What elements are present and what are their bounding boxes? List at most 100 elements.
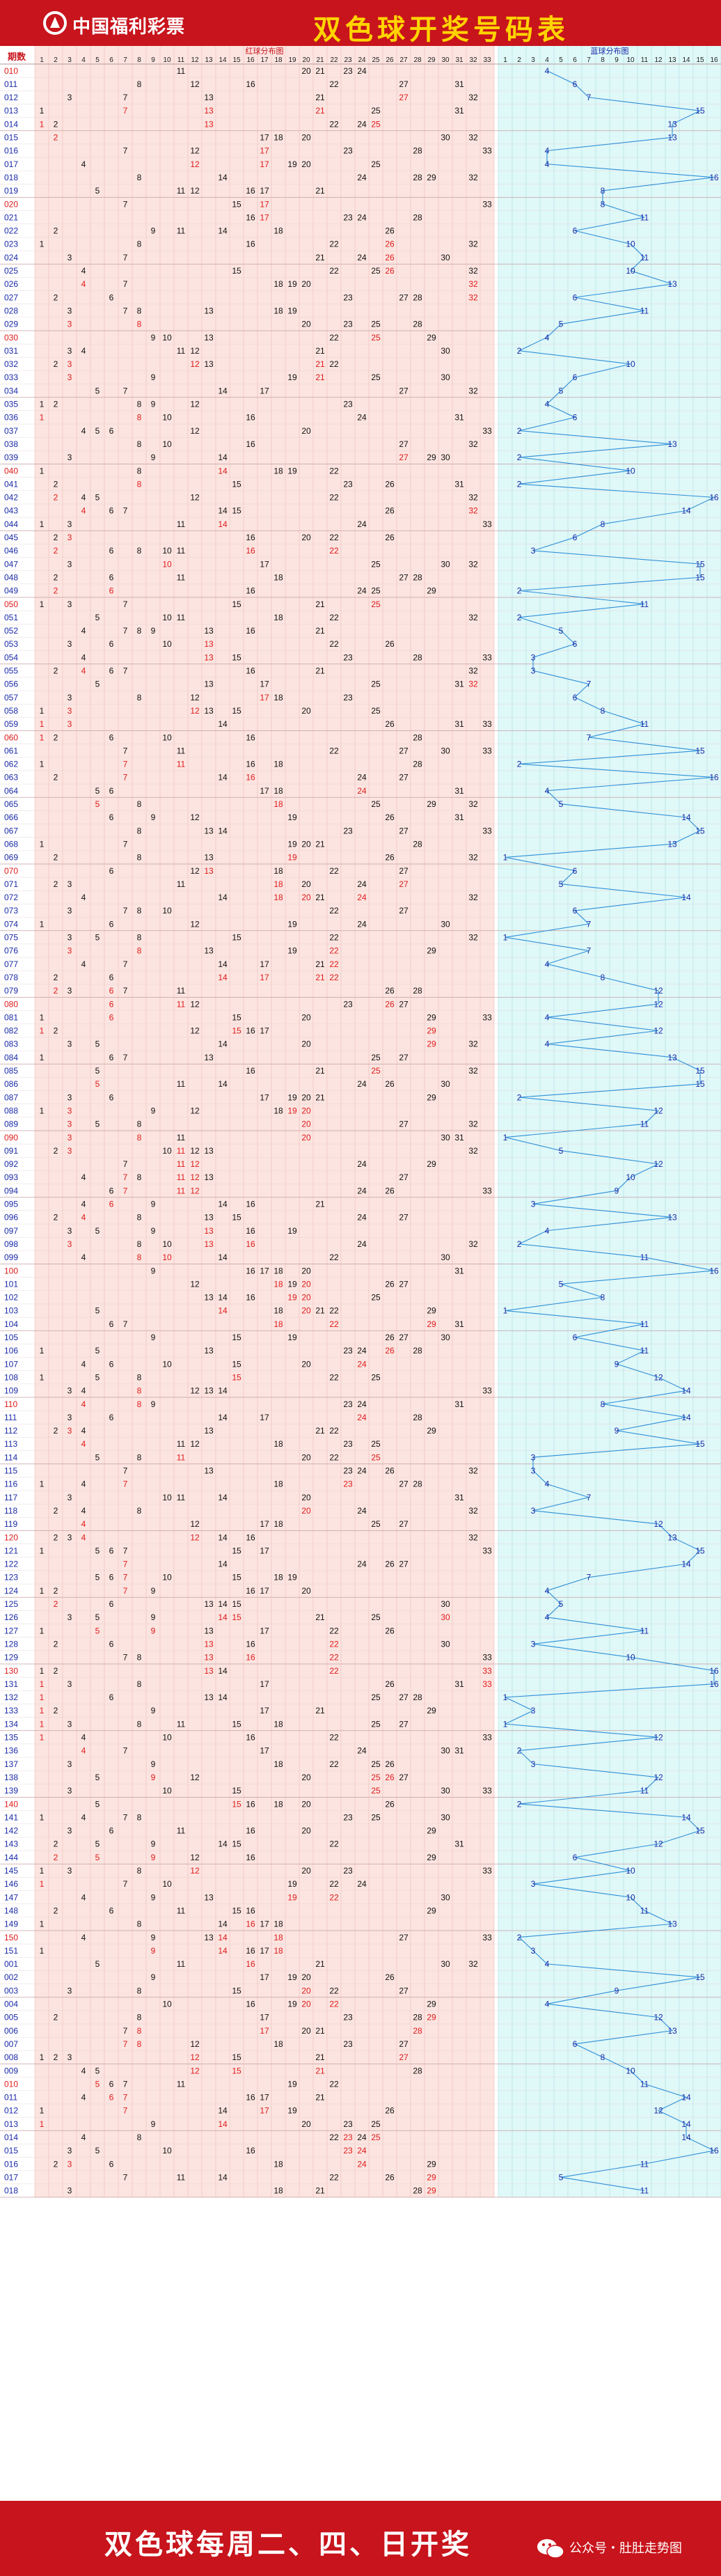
red-ball-number: 12 bbox=[190, 919, 200, 929]
red-ball-number: 24 bbox=[357, 1159, 367, 1169]
red-ball-number: 20 bbox=[301, 320, 311, 329]
blue-ball-number: 2 bbox=[517, 586, 522, 596]
red-ball-number: 14 bbox=[218, 1666, 228, 1676]
red-ball-number: 11 bbox=[177, 1959, 186, 1969]
red-ball-number: 17 bbox=[260, 386, 269, 395]
issue-number: 053 bbox=[4, 639, 18, 649]
red-ball-number: 19 bbox=[287, 159, 297, 169]
red-ball-number: 12 bbox=[190, 400, 200, 409]
red-ball-number: 22 bbox=[329, 1252, 339, 1262]
red-ball-number: 2 bbox=[54, 1146, 58, 1156]
red-ball-number: 22 bbox=[329, 266, 339, 276]
blue-ball-number: 5 bbox=[559, 2172, 564, 2182]
red-ball-number: 21 bbox=[315, 2066, 325, 2075]
red-ball-number: 32 bbox=[468, 1532, 478, 1542]
red-ball-number: 17 bbox=[260, 199, 269, 209]
red-ball-number: 13 bbox=[204, 1639, 214, 1649]
red-ball-number: 20 bbox=[301, 1293, 311, 1303]
red-ball-number: 20 bbox=[301, 1133, 311, 1142]
blue-ball-number: 15 bbox=[695, 1826, 705, 1836]
issue-number: 009 bbox=[4, 2066, 18, 2075]
red-ball-number: 14 bbox=[218, 973, 228, 982]
red-ball-number: 14 bbox=[218, 1919, 228, 1929]
red-column-header-24: 24 bbox=[358, 56, 366, 64]
red-ball-number: 22 bbox=[329, 1879, 339, 1889]
red-ball-number: 24 bbox=[357, 119, 367, 129]
red-ball-number: 15 bbox=[232, 599, 241, 609]
red-ball-number: 14 bbox=[218, 1946, 228, 1956]
red-ball-number: 33 bbox=[482, 652, 492, 662]
blue-ball-number: 14 bbox=[681, 1386, 691, 1396]
red-ball-number: 19 bbox=[287, 2106, 297, 2116]
blue-column-header-6: 6 bbox=[573, 56, 577, 64]
red-ball-number: 18 bbox=[274, 572, 283, 582]
red-ball-number: 4 bbox=[81, 959, 86, 969]
red-column-header-3: 3 bbox=[68, 56, 72, 64]
blue-ball-number: 4 bbox=[545, 333, 550, 343]
red-ball-number: 10 bbox=[162, 639, 172, 649]
red-ball-number: 18 bbox=[274, 279, 283, 289]
red-ball-number: 12 bbox=[190, 1279, 200, 1289]
blue-ball-number: 3 bbox=[531, 1706, 536, 1715]
red-ball-number: 20 bbox=[301, 2000, 311, 2009]
red-ball-number: 22 bbox=[329, 959, 339, 969]
red-ball-number: 11 bbox=[177, 66, 186, 76]
red-ball-number: 13 bbox=[204, 1146, 214, 1156]
blue-ball-number: 4 bbox=[545, 66, 550, 76]
red-ball-number: 6 bbox=[109, 1906, 114, 1915]
blue-ball-number: 16 bbox=[709, 2146, 719, 2155]
red-ball-number: 16 bbox=[246, 1066, 255, 1076]
red-ball-number: 8 bbox=[137, 1986, 142, 1995]
red-ball-number: 26 bbox=[385, 639, 395, 649]
issue-number: 149 bbox=[4, 1919, 18, 1929]
red-ball-number: 2 bbox=[54, 359, 58, 369]
red-ball-number: 25 bbox=[371, 706, 381, 716]
red-ball-number: 21 bbox=[315, 959, 325, 969]
red-ball-number: 22 bbox=[329, 493, 339, 503]
red-ball-number: 9 bbox=[151, 1586, 156, 1596]
red-ball-number: 10 bbox=[162, 1493, 172, 1502]
issue-number: 098 bbox=[4, 1239, 18, 1249]
issue-number: 044 bbox=[4, 519, 18, 529]
red-ball-number: 12 bbox=[190, 1853, 200, 1862]
red-ball-number: 9 bbox=[151, 1892, 156, 1902]
blue-ball-number: 1 bbox=[503, 1133, 508, 1142]
red-ball-number: 8 bbox=[137, 2039, 142, 2049]
blue-ball-number: 6 bbox=[573, 226, 578, 236]
red-ball-number: 2 bbox=[54, 133, 58, 143]
issue-number: 002 bbox=[4, 1972, 18, 1982]
issue-column-header: 期数 bbox=[8, 52, 26, 63]
blue-ball-number: 1 bbox=[503, 933, 508, 943]
red-ball-number: 22 bbox=[329, 1986, 339, 1995]
issue-number: 064 bbox=[4, 786, 18, 796]
red-ball-number: 16 bbox=[246, 212, 255, 222]
red-ball-number: 20 bbox=[301, 1106, 311, 1115]
issue-number: 068 bbox=[4, 839, 18, 849]
red-ball-number: 27 bbox=[399, 906, 409, 916]
red-ball-number: 12 bbox=[190, 1532, 200, 1542]
red-ball-number: 18 bbox=[274, 466, 283, 476]
issue-number: 016 bbox=[4, 146, 18, 156]
blue-ball-number: 15 bbox=[695, 1439, 705, 1449]
red-ball-number: 4 bbox=[81, 1426, 86, 1436]
red-ball-number: 14 bbox=[218, 1493, 228, 1502]
red-ball-number: 17 bbox=[260, 1266, 269, 1275]
issue-number: 013 bbox=[4, 106, 18, 116]
red-ball-number: 33 bbox=[482, 1666, 492, 1676]
red-ball-number: 29 bbox=[427, 1426, 436, 1436]
red-ball-number: 3 bbox=[68, 1493, 72, 1502]
red-ball-number: 3 bbox=[68, 1826, 72, 1836]
red-ball-number: 21 bbox=[315, 346, 325, 356]
red-ball-number: 9 bbox=[151, 1839, 156, 1849]
red-ball-number: 28 bbox=[413, 1479, 422, 1489]
red-ball-number: 20 bbox=[301, 1120, 311, 1129]
blue-ball-number: 8 bbox=[601, 199, 605, 209]
issue-number: 071 bbox=[4, 879, 18, 889]
red-ball-number: 8 bbox=[137, 933, 142, 943]
red-ball-number: 6 bbox=[109, 546, 114, 556]
red-ball-number: 1 bbox=[40, 106, 45, 116]
red-ball-number: 10 bbox=[162, 546, 172, 556]
blue-ball-number: 10 bbox=[626, 359, 635, 369]
red-ball-number: 26 bbox=[385, 986, 395, 996]
red-ball-number: 4 bbox=[81, 279, 86, 289]
